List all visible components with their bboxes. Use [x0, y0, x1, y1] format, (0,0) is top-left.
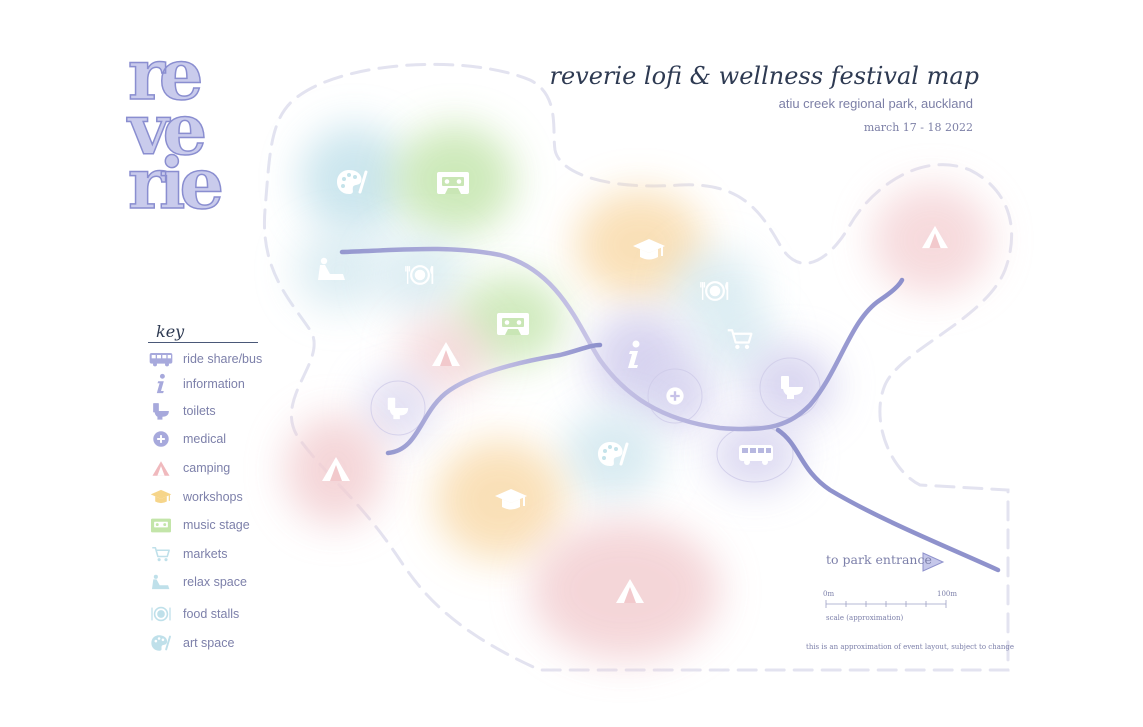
- key-item-workshops: workshops: [148, 486, 288, 508]
- zone-glows: [285, 125, 992, 660]
- path-entrance: [775, 427, 1001, 573]
- key-label: markets: [183, 547, 228, 561]
- logo-line: re: [127, 33, 204, 116]
- reverie-logo: re ve rie: [127, 33, 248, 226]
- key-label: workshops: [183, 490, 243, 504]
- scale-end-label: 100m: [937, 590, 957, 598]
- key-label: relax space: [183, 575, 247, 589]
- key-item-camping: camping: [148, 457, 288, 479]
- music-stage-icon: [437, 172, 469, 194]
- key-label: art space: [183, 636, 235, 650]
- event-dates: march 17 - 18 2022: [863, 121, 973, 134]
- scale-note: scale (approximation): [826, 614, 904, 622]
- key-label: toilets: [183, 404, 216, 418]
- entrance-arrow-icon: [922, 552, 945, 572]
- map-subtitle: atiu creek regional park, auckland: [778, 96, 973, 111]
- food-icon: [148, 603, 174, 625]
- path-south-west: [385, 342, 603, 456]
- key-item-medical: medical: [148, 428, 288, 450]
- key-item-relax-space: relax space: [148, 571, 288, 593]
- medical-icon: [148, 428, 174, 450]
- scale-bar: [825, 600, 947, 608]
- key-item-markets: markets: [148, 543, 288, 565]
- key-item-information: information: [148, 373, 288, 395]
- key-label: food stalls: [183, 607, 240, 621]
- graduation-cap-icon: [148, 486, 174, 508]
- key-item-art-space: art space: [148, 632, 288, 654]
- walking-paths: [339, 246, 1001, 573]
- key-item-toilets: toilets: [148, 400, 288, 422]
- scale-start-label: 0m: [823, 590, 835, 598]
- disclaimer: this is an approximation of event layout…: [806, 643, 1015, 651]
- logo-line: rie: [127, 142, 225, 226]
- path-north-west: [339, 246, 905, 432]
- music-stage-icon: [497, 313, 529, 335]
- lounge-icon: [148, 571, 174, 593]
- key-label: music stage: [183, 518, 250, 532]
- cassette-icon: [148, 514, 174, 536]
- key-label: medical: [183, 432, 227, 446]
- key-label: information: [183, 377, 245, 391]
- info-icon: [148, 373, 174, 395]
- key-item-food-stalls: food stalls: [148, 603, 288, 625]
- map-key: key ride share/bus information toilets m…: [148, 322, 266, 651]
- toilet-icon: [148, 400, 174, 422]
- key-title: key: [148, 322, 258, 343]
- key-label: camping: [183, 461, 231, 475]
- logo-line: ve: [127, 87, 208, 171]
- key-item-music-stage: music stage: [148, 514, 288, 536]
- cart-icon: [148, 543, 174, 565]
- map-title: reverie lofi & wellness festival map: [549, 62, 979, 90]
- park-boundary: [262, 62, 1013, 672]
- tent-icon: [148, 457, 174, 479]
- palette-icon: [148, 632, 174, 654]
- medical-icon: [665, 386, 685, 406]
- bus-icon: [148, 348, 174, 370]
- key-item-ride-share: ride share/bus: [148, 348, 288, 370]
- key-label: ride share/bus: [183, 352, 263, 366]
- park-entrance-label: to park entrance: [826, 552, 932, 567]
